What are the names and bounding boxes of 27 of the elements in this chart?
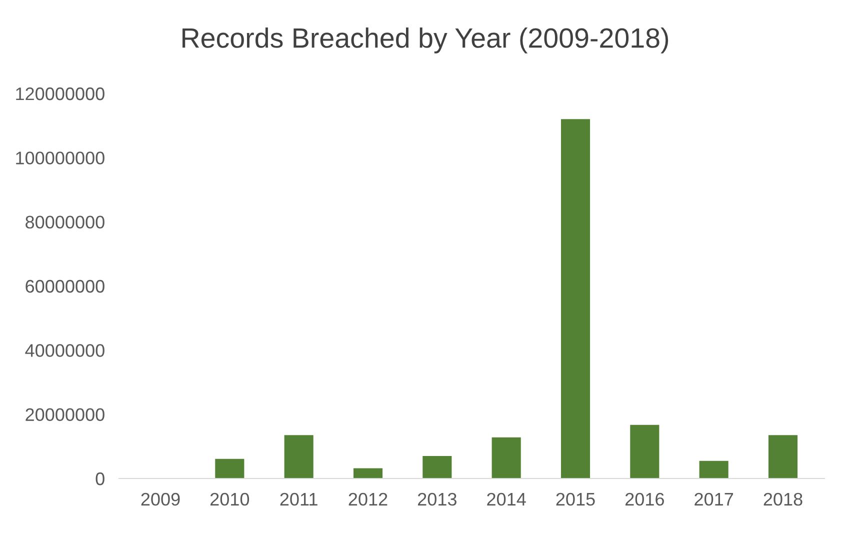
y-tick-label: 0 <box>96 472 104 486</box>
x-tick-label: 2015 <box>556 492 595 506</box>
bar <box>215 458 244 478</box>
bar <box>630 424 660 478</box>
x-tick-label: 2011 <box>280 492 318 506</box>
bar <box>699 460 728 478</box>
x-tick-label: 2013 <box>418 492 456 506</box>
x-tick-label: 2018 <box>764 492 802 506</box>
x-tick-label: 2014 <box>487 492 526 506</box>
y-tick-label: 100000000 <box>16 152 104 164</box>
y-tick-label: 20000000 <box>26 408 104 422</box>
bar <box>284 435 314 478</box>
bar <box>353 468 383 478</box>
bar <box>768 435 798 478</box>
x-tick-label: 2009 <box>141 492 180 506</box>
bar <box>492 437 521 478</box>
bar <box>422 456 452 478</box>
x-tick-label: 2010 <box>210 492 250 506</box>
y-tick-label: 60000000 <box>26 280 104 293</box>
y-tick-label: 120000000 <box>16 87 104 100</box>
y-tick-label: 40000000 <box>25 344 104 357</box>
x-tick-label: 2012 <box>348 492 388 506</box>
y-tick-label: 80000000 <box>26 216 104 229</box>
x-tick-label: 2016 <box>625 492 664 506</box>
x-tick-label: 2017 <box>694 492 734 506</box>
bar <box>560 119 590 478</box>
chart-title: Records Breached by Year (2009-2018) <box>182 28 668 54</box>
